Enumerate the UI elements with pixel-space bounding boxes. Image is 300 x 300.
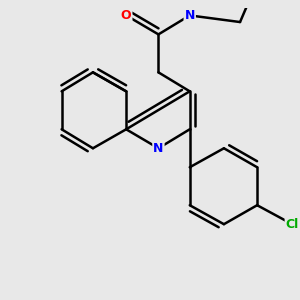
- Text: N: N: [184, 9, 195, 22]
- Text: O: O: [121, 9, 131, 22]
- Text: N: N: [153, 142, 164, 155]
- Text: Cl: Cl: [286, 218, 299, 231]
